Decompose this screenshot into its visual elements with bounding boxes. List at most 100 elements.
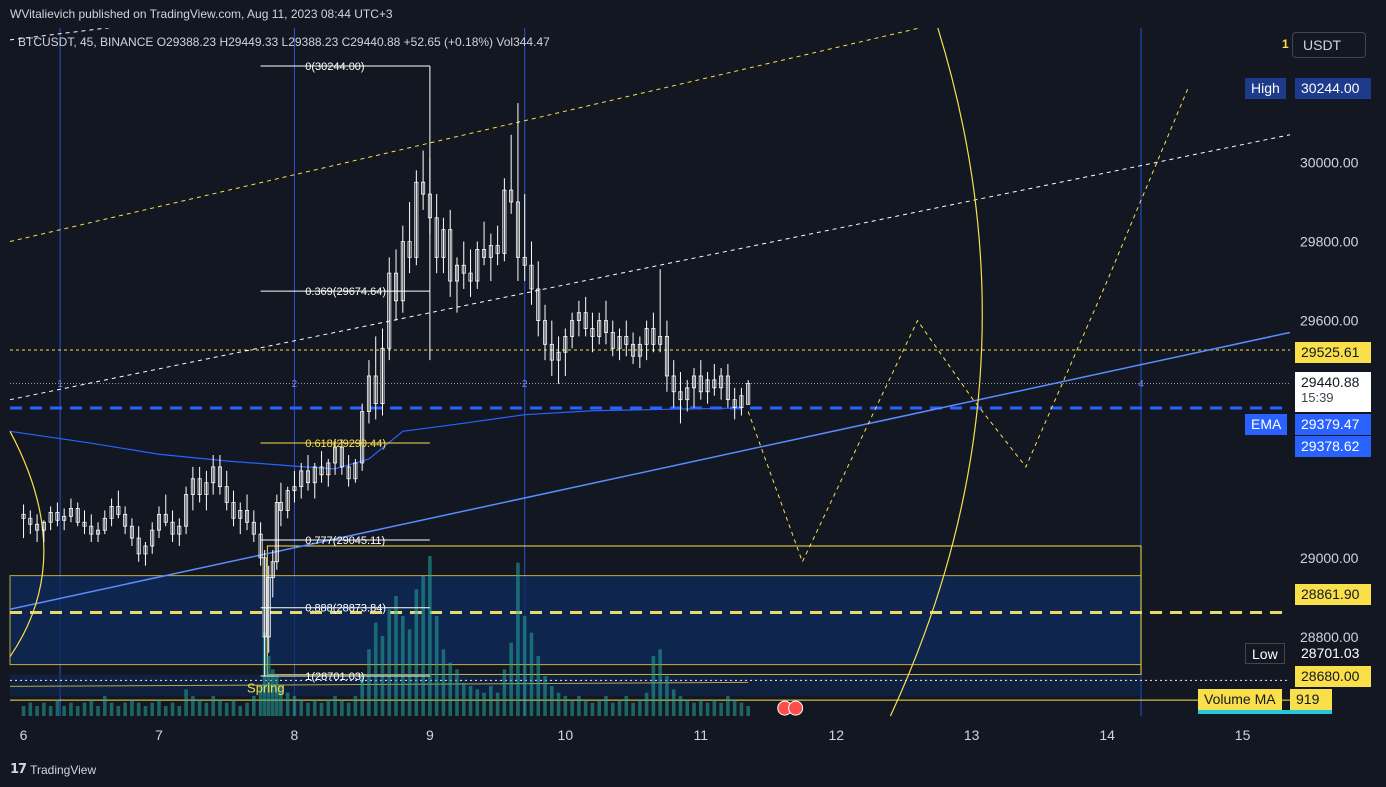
spring-label: Spring xyxy=(247,680,285,695)
ohlc-legend: BTCUSDT, 45, BINANCE O29388.23 H29449.33… xyxy=(18,35,550,49)
volume-bar xyxy=(353,696,358,716)
candle-body xyxy=(258,533,263,559)
volume-bar xyxy=(224,702,229,716)
candle-body xyxy=(224,486,229,503)
candle-body xyxy=(631,343,636,357)
fib-level-label: 1(28701.03) xyxy=(305,671,364,683)
volume-bar xyxy=(89,699,94,716)
volume-bar xyxy=(82,702,87,716)
candle-body xyxy=(725,375,730,401)
axes: 30200.0030000.0029800.0029600.0029000.00… xyxy=(20,75,1359,743)
volume-bar xyxy=(428,556,432,716)
time-tick: 11 xyxy=(694,727,709,743)
event-flag-icon xyxy=(788,700,804,716)
volume-bar xyxy=(590,702,595,716)
candle-body xyxy=(190,478,195,495)
legend-high: H29449.33 xyxy=(219,35,279,49)
candle-body xyxy=(102,517,107,531)
volume-bar xyxy=(285,692,290,716)
volume-bar xyxy=(651,656,656,716)
drawings xyxy=(9,28,1291,717)
candle-body xyxy=(434,217,439,258)
volume-bar xyxy=(441,649,446,716)
legend-symbol[interactable]: BTCUSDT, 45, BINANCE xyxy=(18,35,154,49)
time-tick: 10 xyxy=(558,727,574,743)
volume-bar xyxy=(475,689,480,716)
candle-body xyxy=(590,328,595,337)
legend-change: +52.65 (+0.18%) xyxy=(403,35,494,49)
volume-bar xyxy=(270,669,275,716)
volume-bar xyxy=(549,686,554,716)
candle-body xyxy=(366,375,371,412)
candle-body xyxy=(129,525,134,539)
lower-zone xyxy=(10,674,1142,697)
candle-body xyxy=(292,486,297,492)
candle-body xyxy=(685,387,690,401)
candle-body xyxy=(597,320,602,337)
volume-bar xyxy=(191,696,195,716)
candle-body xyxy=(21,513,26,519)
channel-top-line xyxy=(9,28,922,243)
fib-levels: 0(30244.00) 0.369(29674.64) 0.618(29290.44… xyxy=(260,61,431,683)
volume-bar xyxy=(563,696,568,716)
fib-level-label: 0.888(28873.84) xyxy=(305,603,386,615)
candle-body xyxy=(28,517,33,525)
volume-bar xyxy=(732,699,737,716)
candle-body xyxy=(603,320,608,333)
annotations: Spring xyxy=(247,680,804,716)
volume-ma-bar xyxy=(1198,710,1332,714)
candle-body xyxy=(62,515,67,521)
volume-bar xyxy=(48,706,53,716)
candle-body xyxy=(454,264,459,282)
candle-body xyxy=(610,332,615,349)
volume-bar xyxy=(143,706,148,716)
volume-bar xyxy=(482,692,486,716)
candle-body xyxy=(170,521,175,535)
currency-button[interactable]: USDT xyxy=(1292,32,1366,58)
candle-body xyxy=(698,375,703,393)
volume-bar xyxy=(421,576,425,716)
volume-bar xyxy=(516,562,520,716)
candle-body xyxy=(245,509,250,523)
volume-bar xyxy=(238,706,243,716)
volume-bar xyxy=(665,676,669,716)
volume-bar xyxy=(28,702,33,716)
volume-ma-value-tag: 919 xyxy=(1290,689,1332,710)
fib-level-label: 0.777(29045.11) xyxy=(305,535,385,547)
candle-body xyxy=(278,502,283,511)
candle-body xyxy=(136,537,141,555)
candle-body xyxy=(448,229,453,282)
volume-bar xyxy=(577,696,581,716)
bar-countdown: 15:39 xyxy=(1301,390,1334,405)
candle-body xyxy=(353,462,358,480)
volume-bar xyxy=(245,702,249,716)
candle-body xyxy=(671,375,676,393)
volume-bar xyxy=(468,686,473,716)
candle-body xyxy=(739,395,744,408)
low-label-tag: Low xyxy=(1245,643,1285,664)
candle-body xyxy=(475,249,480,282)
cycle-mark: 2 xyxy=(292,379,298,390)
candle-body xyxy=(251,521,256,535)
volume-bar xyxy=(461,682,466,716)
volume-bar xyxy=(306,702,310,716)
price-tick: 29600.00 xyxy=(1300,313,1359,329)
candle-body xyxy=(109,506,114,519)
legend-open: O29388.23 xyxy=(156,35,217,49)
volume-ma-label-tag: Volume MA xyxy=(1198,689,1282,710)
tradingview-brand[interactable]: 17 TradingView xyxy=(10,762,96,777)
cycle-mark: 2 xyxy=(522,379,528,390)
legend-low: L29388.23 xyxy=(281,35,339,49)
volume-bar xyxy=(184,689,188,716)
candle-body xyxy=(678,391,683,401)
candle-body xyxy=(360,411,365,464)
candle-body xyxy=(35,523,40,531)
volume-bar xyxy=(55,699,60,716)
candle-body xyxy=(274,502,279,563)
time-tick: 9 xyxy=(426,727,434,743)
candle-body xyxy=(644,328,649,345)
volume-bar xyxy=(529,632,534,716)
brand-text: TradingView xyxy=(30,762,97,777)
ema-line xyxy=(9,407,742,470)
